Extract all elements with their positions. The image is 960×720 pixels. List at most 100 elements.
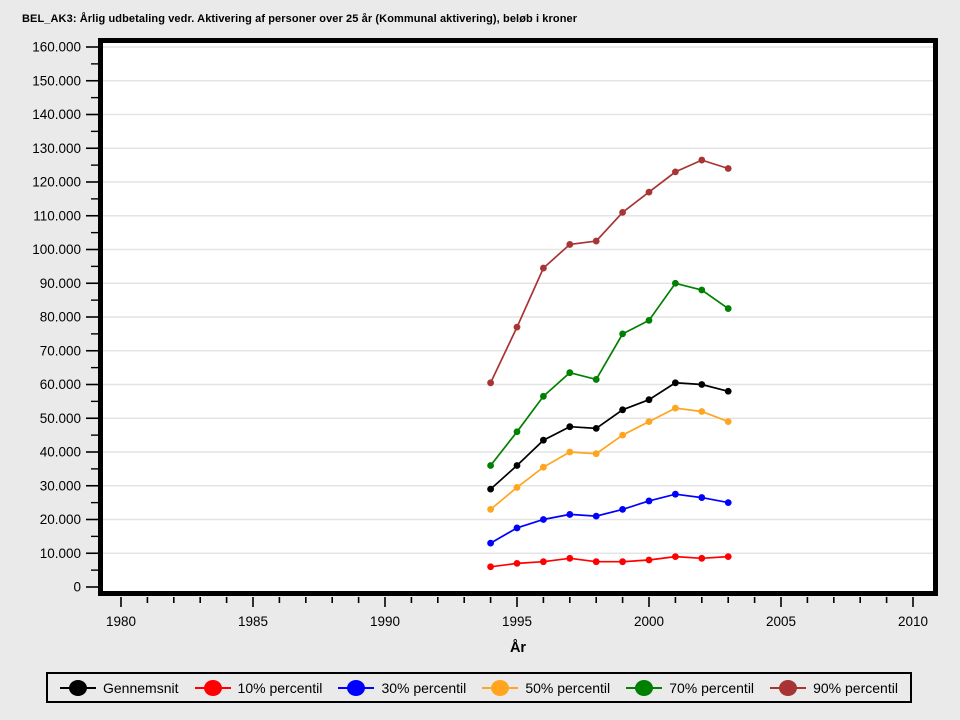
data-point bbox=[619, 558, 626, 566]
series-gennemsnit bbox=[487, 379, 732, 493]
data-point bbox=[487, 379, 494, 387]
y-tick-label: 60.000 bbox=[40, 377, 81, 392]
y-tick-label: 10.000 bbox=[40, 546, 81, 561]
data-point bbox=[619, 505, 626, 513]
series-line bbox=[490, 381, 729, 490]
legend-label: 30% percentil bbox=[381, 679, 467, 696]
y-tick-label: 30.000 bbox=[40, 478, 81, 493]
series-line bbox=[490, 407, 729, 511]
x-tick-label: 2010 bbox=[898, 614, 928, 629]
y-tick-label: 50.000 bbox=[40, 411, 81, 426]
data-point bbox=[619, 406, 626, 414]
x-axis-title: År bbox=[510, 639, 526, 656]
x-axis: 1980 1985 1990 1995 2000 2005 2010 bbox=[106, 597, 928, 629]
y-tick-label: 0 bbox=[73, 580, 81, 595]
x-tick-label: 1995 bbox=[502, 614, 532, 629]
data-point bbox=[698, 156, 706, 164]
legend-marker-icon bbox=[60, 679, 96, 697]
legend-marker-icon bbox=[338, 679, 375, 697]
legend-label: 10% percentil bbox=[237, 679, 323, 696]
legend-marker-icon bbox=[770, 679, 807, 697]
legend-marker-icon bbox=[626, 679, 663, 697]
y-axis: 0 10.000 20.000 30.000 40.000 50.000 60.000 70.… bbox=[32, 40, 98, 595]
data-point bbox=[645, 316, 653, 324]
series-70-percentil bbox=[487, 279, 732, 469]
data-point bbox=[566, 448, 574, 456]
data-point bbox=[566, 511, 574, 518]
data-point bbox=[619, 431, 626, 439]
series-line bbox=[489, 159, 729, 384]
data-point bbox=[724, 305, 732, 312]
data-point bbox=[724, 553, 732, 561]
legend-item-10-percentil: 10% percentil bbox=[194, 679, 323, 697]
data-point bbox=[698, 554, 706, 562]
data-point bbox=[592, 424, 600, 432]
chart-legend: Gennemsnit 10% percentil 30% percentil 50% … bbox=[46, 672, 912, 703]
x-tick-label: 2005 bbox=[766, 614, 796, 629]
data-point bbox=[513, 323, 521, 331]
data-point bbox=[487, 485, 494, 493]
data-point bbox=[592, 558, 600, 566]
x-tick-label: 1980 bbox=[106, 614, 136, 629]
data-point bbox=[566, 241, 574, 248]
data-point bbox=[645, 556, 653, 564]
legend-item-50-percentil: 50% percentil bbox=[482, 679, 610, 697]
y-tick-label: 40.000 bbox=[40, 445, 81, 460]
series-90-percentil bbox=[487, 156, 732, 387]
data-point bbox=[566, 423, 574, 431]
data-point bbox=[540, 558, 547, 566]
legend-item-70-percentil: 70% percentil bbox=[626, 679, 754, 697]
data-point bbox=[698, 286, 706, 294]
data-point bbox=[513, 484, 521, 491]
y-tick-label: 130.000 bbox=[32, 141, 81, 156]
data-point bbox=[592, 512, 600, 520]
x-tick-label: 1990 bbox=[370, 614, 400, 629]
data-point bbox=[592, 450, 600, 458]
legend-marker-icon bbox=[482, 679, 519, 697]
data-point bbox=[724, 165, 732, 172]
data-point bbox=[698, 494, 706, 501]
legend-item-90-percentil: 90% percentil bbox=[770, 679, 898, 697]
data-point bbox=[645, 188, 653, 196]
data-point bbox=[513, 462, 521, 469]
y-tick-label: 70.000 bbox=[40, 343, 81, 358]
data-point bbox=[672, 168, 679, 176]
data-point bbox=[540, 392, 547, 400]
data-point bbox=[672, 490, 679, 498]
data-point bbox=[540, 436, 547, 444]
y-tick-label: 110.000 bbox=[33, 208, 81, 223]
y-gridlines bbox=[103, 46, 933, 554]
y-tick-label: 100.000 bbox=[32, 242, 81, 257]
data-point bbox=[513, 524, 521, 532]
data-point bbox=[566, 554, 574, 562]
data-point bbox=[645, 418, 653, 426]
data-point bbox=[672, 553, 679, 561]
legend-label: Gennemsnit bbox=[103, 679, 179, 696]
data-point bbox=[487, 563, 494, 571]
data-point bbox=[592, 376, 600, 383]
chart-title: BEL_AK3: Årlig udbetaling vedr. Aktiveri… bbox=[22, 13, 578, 25]
plot-frame bbox=[98, 38, 938, 596]
data-point bbox=[645, 396, 653, 404]
data-point bbox=[698, 408, 706, 415]
y-tick-label: 20.000 bbox=[40, 512, 81, 527]
y-tick-label: 160.000 bbox=[32, 40, 81, 55]
data-point bbox=[619, 208, 626, 216]
data-point bbox=[724, 418, 732, 426]
legend-label: 70% percentil bbox=[669, 679, 755, 696]
line-chart: 0 10.000 20.000 30.000 40.000 50.000 60.000 70.… bbox=[32, 38, 938, 656]
data-point bbox=[645, 497, 653, 505]
legend-label: 90% percentil bbox=[813, 679, 898, 696]
data-point bbox=[672, 279, 679, 287]
data-point bbox=[724, 499, 732, 507]
series-30-percentil bbox=[487, 490, 732, 547]
legend-item-gennemsnit: Gennemsnit bbox=[60, 679, 178, 697]
series-line bbox=[490, 555, 729, 568]
data-point bbox=[724, 387, 732, 395]
series-line bbox=[490, 493, 729, 544]
series-line bbox=[489, 282, 729, 467]
data-point bbox=[487, 462, 494, 469]
y-tick-label: 150.000 bbox=[32, 73, 81, 88]
data-point bbox=[540, 516, 547, 523]
